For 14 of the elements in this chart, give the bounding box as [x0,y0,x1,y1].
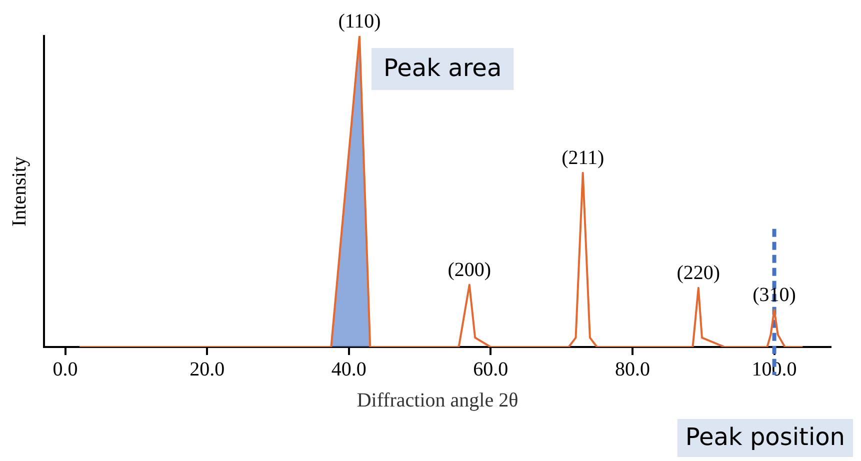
annotation: (310) [752,284,796,306]
annotation: (220) [676,262,720,284]
x-tick-label: 60.0 [473,358,508,380]
x-tick-label: 80.0 [614,358,650,380]
y-axis-title: Intensity [8,156,30,226]
annotation: (211) [562,147,604,170]
ref-line-label: Peak position [685,423,846,452]
annotation: (200) [448,259,492,282]
series-label: Peak area [384,54,502,82]
x-tick-label: 20.0 [190,358,225,380]
x-axis-title: Diffraction angle 2θ [356,389,518,412]
x-tick-label: 40.0 [331,358,366,380]
annotation: (110) [338,10,381,32]
x-tick-label: 0.0 [52,358,78,380]
